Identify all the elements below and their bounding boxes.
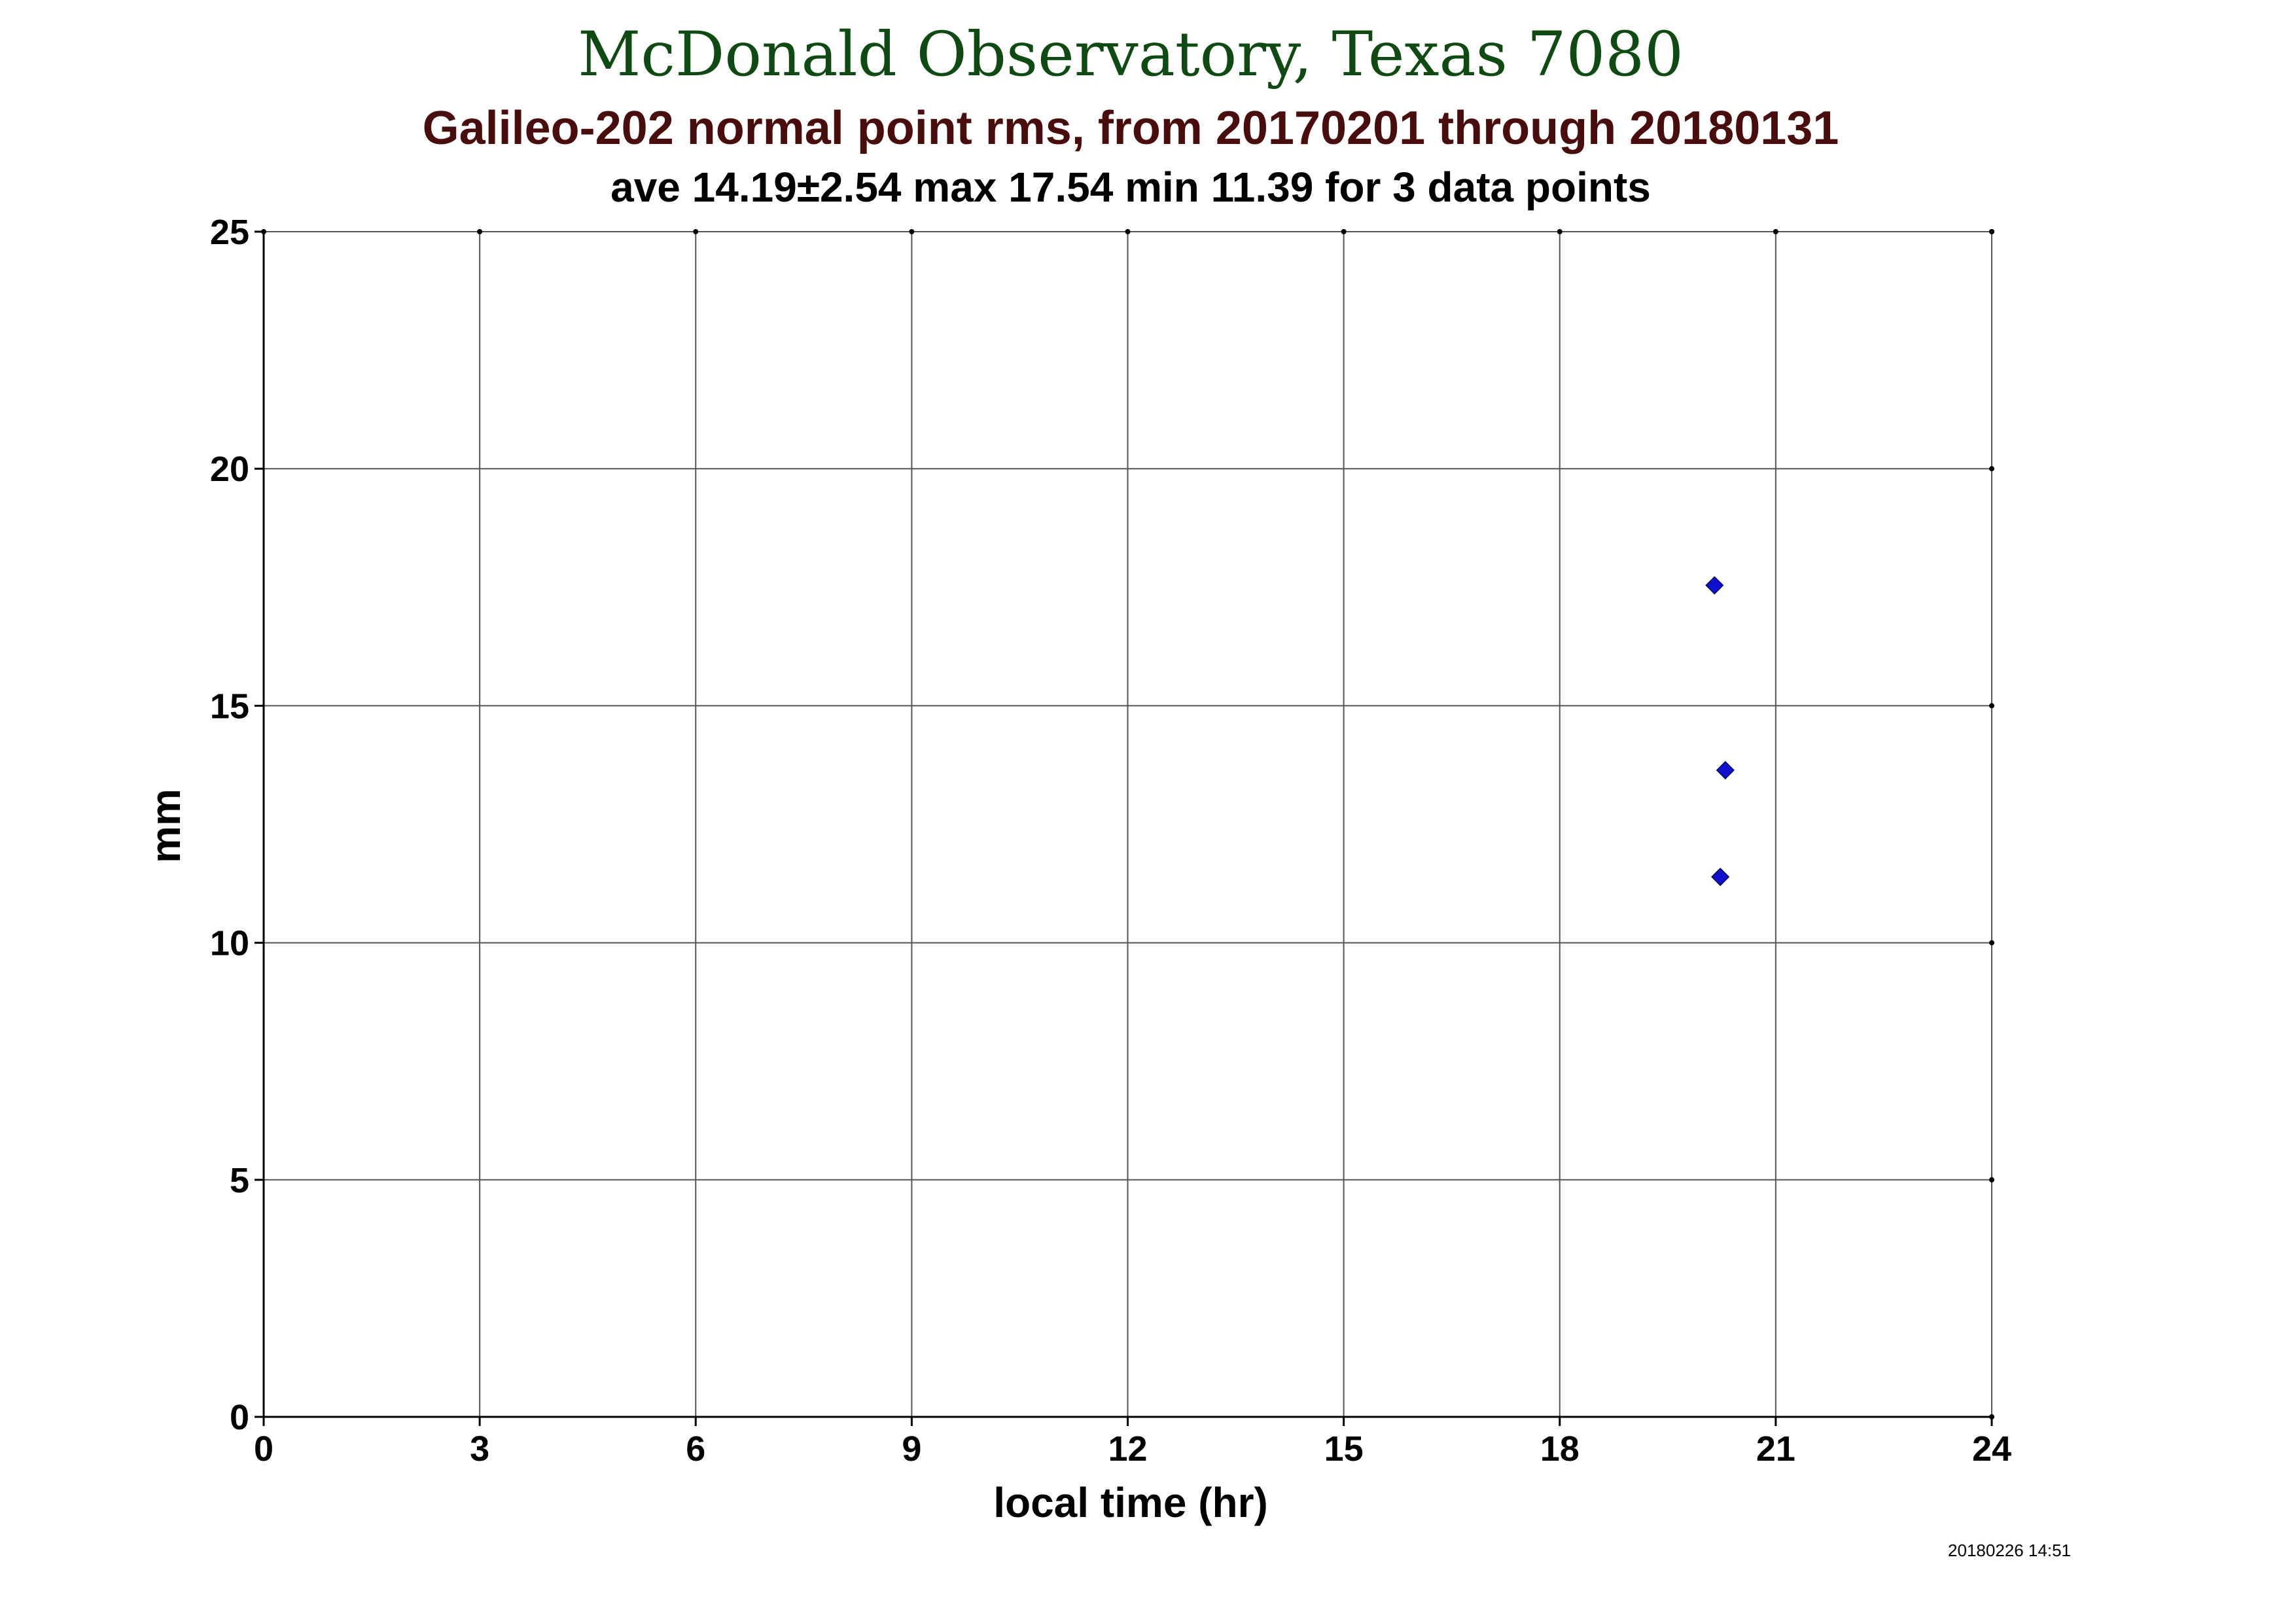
data-point (1716, 760, 1735, 779)
stats-line: ave 14.19±2.54 max 17.54 min 11.39 for 3… (610, 164, 1651, 211)
x-tick-label: 12 (1108, 1429, 1147, 1469)
x-tick-dot (1341, 229, 1347, 234)
y-tick-dot (1989, 703, 1994, 709)
data-point (1711, 867, 1730, 886)
data-points (1705, 576, 1735, 886)
data-point (1705, 576, 1724, 595)
y-tick-dot (1989, 1414, 1994, 1419)
y-tick-label: 15 (210, 687, 249, 726)
x-tick-dot (1125, 229, 1131, 234)
x-tick-label: 6 (686, 1429, 705, 1469)
x-tick-dot (1557, 229, 1563, 234)
chart-title: McDonald Observatory, Texas 7080 (578, 19, 1684, 90)
x-tick-label: 15 (1324, 1429, 1364, 1469)
y-tick-label: 25 (210, 213, 249, 252)
y-axis: 0 5 10 15 20 25 (210, 213, 1994, 1437)
y-axis-label: mm (142, 789, 189, 863)
x-tick-dot (1773, 229, 1778, 234)
y-tick-dot (1989, 1177, 1994, 1183)
x-tick-label: 3 (470, 1429, 489, 1469)
y-tick-dot (1989, 229, 1994, 234)
x-axis-label: local time (hr) (993, 1479, 1268, 1526)
timestamp: 20180226 14:51 (1948, 1541, 2071, 1560)
y-tick-label: 0 (230, 1398, 249, 1437)
x-tick-label: 18 (1540, 1429, 1580, 1469)
x-axis: 0 3 6 9 12 15 18 21 24 (254, 229, 2011, 1469)
x-tick-label: 21 (1756, 1429, 1795, 1469)
y-tick-label: 5 (230, 1161, 249, 1200)
y-tick-label: 20 (210, 450, 249, 489)
x-tick-dot (909, 229, 915, 234)
y-tick-dot (1989, 466, 1994, 472)
y-tick-dot (1989, 940, 1994, 946)
x-tick-label: 0 (254, 1429, 274, 1469)
x-tick-label: 9 (902, 1429, 921, 1469)
y-tick-label: 10 (210, 924, 249, 963)
grid-lines (263, 231, 1992, 1418)
x-tick-dot (693, 229, 699, 234)
x-tick-label: 24 (1972, 1429, 2011, 1469)
chart-subtitle: Galileo-202 normal point rms, from 20170… (423, 102, 1839, 154)
x-tick-dot (477, 229, 483, 234)
